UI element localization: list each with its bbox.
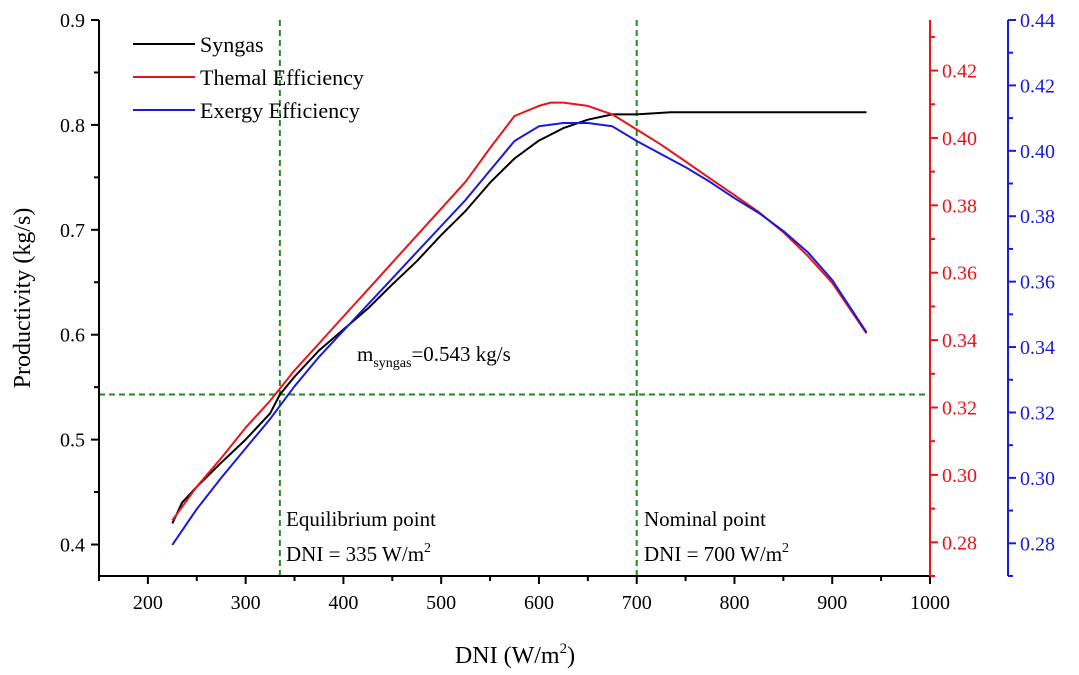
x-axis-title-sup: 2: [560, 641, 568, 657]
x-tick-label: 800: [719, 592, 749, 614]
x-tick-label: 400: [328, 592, 358, 614]
y-blue-tick-label: 0.32: [1020, 402, 1055, 424]
legend-label-thermal: Themal Efficiency: [200, 65, 364, 90]
x-tick-label: 200: [133, 592, 163, 614]
y-red-tick-label: 0.28: [942, 532, 977, 554]
y-blue-tick-label: 0.30: [1020, 468, 1055, 490]
x-tick-label: 300: [231, 592, 261, 614]
y-red-tick-label: 0.36: [942, 263, 977, 285]
axes: [91, 19, 1016, 584]
x-tick-label: 600: [524, 592, 554, 614]
y-axis-title: Productivity (kg/s): [10, 208, 36, 389]
y-left-tick-label: 0.6: [60, 325, 85, 347]
y-red-tick-label: 0.30: [942, 465, 977, 487]
equilibrium-title: Equilibrium point: [286, 507, 436, 531]
y-blue-tick-label: 0.44: [1020, 10, 1055, 32]
x-tick-label: 1000: [910, 592, 950, 614]
x-tick-label: 700: [622, 592, 652, 614]
series-exergy-efficiency: [171, 122, 868, 546]
y-blue-tick-label: 0.42: [1020, 75, 1055, 97]
legend: Syngas Themal Efficiency Exergy Efficien…: [133, 32, 364, 123]
tick-labels: 200 300 400 500 600 700 800 900 1000 0.4 0.5 0.6 0.7…: [60, 10, 1055, 614]
y-red-tick-label: 0.38: [942, 195, 977, 217]
equilibrium-dni: DNI = 335 W/m2: [286, 541, 431, 566]
series-thermal-efficiency: [171, 101, 868, 521]
series-layer: [171, 101, 868, 546]
nominal-title: Nominal point: [644, 507, 766, 531]
y-blue-tick-label: 0.36: [1020, 272, 1055, 294]
legend-label-exergy: Exergy Efficiency: [200, 98, 360, 123]
y-blue-tick-label: 0.34: [1020, 337, 1055, 359]
series-syngas: [171, 111, 867, 524]
nominal-dni: DNI = 700 W/m2: [644, 541, 789, 566]
y-left-tick-label: 0.9: [60, 10, 85, 32]
x-axis-title: DNI (W/m2): [455, 641, 575, 669]
y-left-tick-label: 0.5: [60, 430, 85, 452]
guide-lines: [99, 20, 930, 576]
y-blue-tick-label: 0.28: [1020, 533, 1055, 555]
msyngas-annotation: msyngas=0.543 kg/s: [357, 342, 511, 371]
x-tick-label: 900: [817, 592, 847, 614]
y-left-tick-label: 0.8: [60, 115, 85, 137]
y-red-tick-label: 0.32: [942, 398, 977, 420]
y-red-tick-label: 0.42: [942, 61, 977, 83]
y-red-tick-label: 0.40: [942, 128, 977, 150]
y-red-tick-label: 0.34: [942, 330, 977, 352]
y-blue-tick-label: 0.40: [1020, 141, 1055, 163]
y-left-tick-label: 0.7: [60, 220, 85, 242]
legend-label-syngas: Syngas: [200, 32, 264, 57]
y-left-tick-label: 0.4: [60, 535, 85, 557]
y-blue-tick-label: 0.38: [1020, 206, 1055, 228]
x-tick-label: 500: [426, 592, 456, 614]
